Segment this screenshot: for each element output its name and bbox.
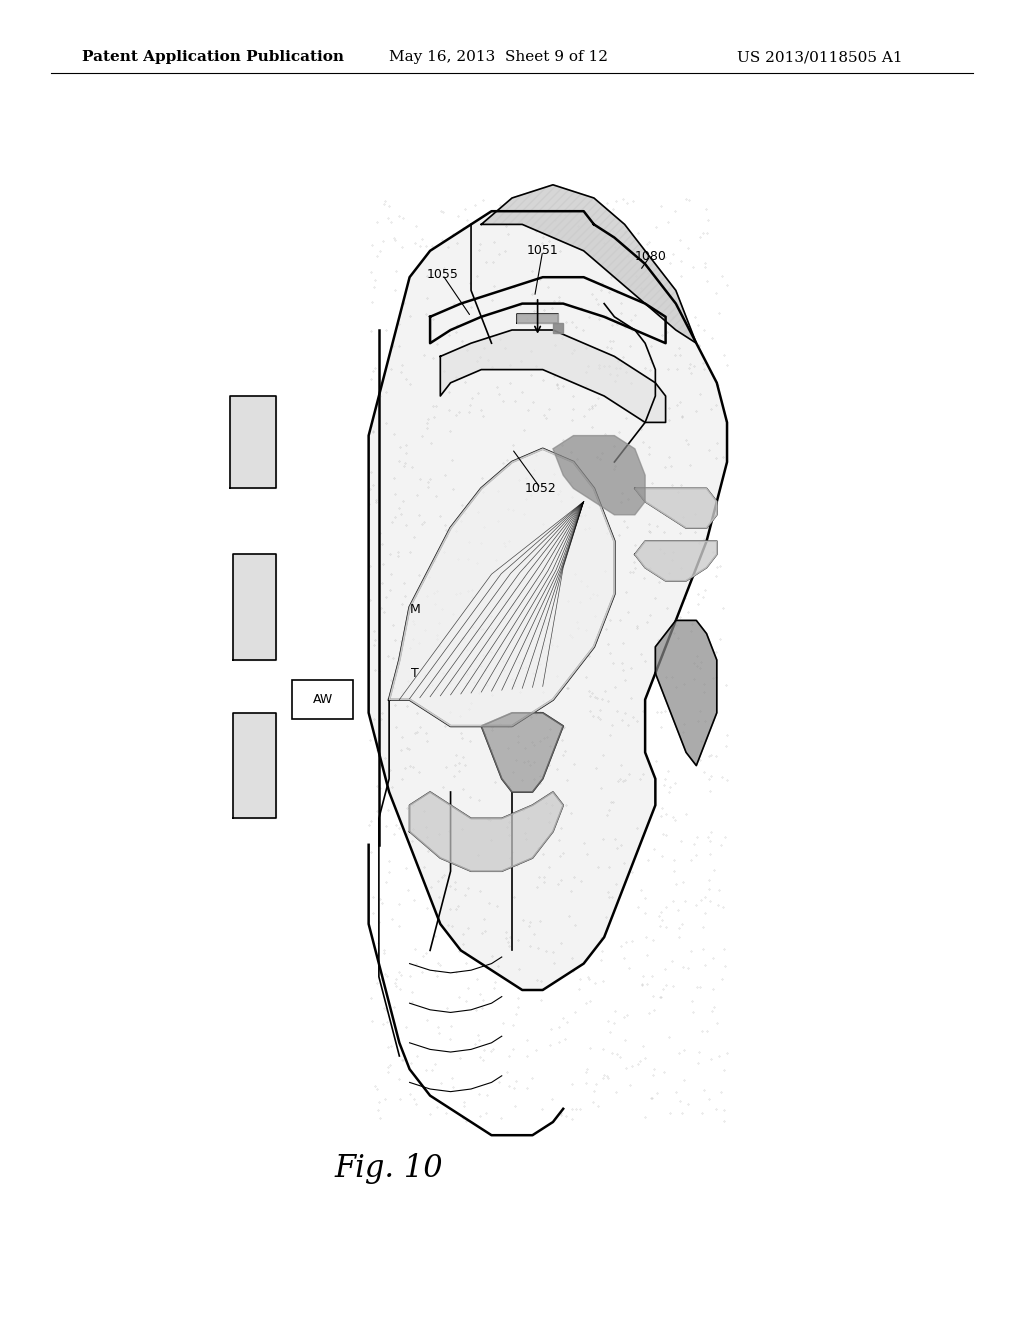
Polygon shape: [369, 211, 727, 990]
Polygon shape: [553, 323, 563, 333]
Polygon shape: [233, 713, 276, 818]
Polygon shape: [389, 449, 614, 726]
Polygon shape: [410, 792, 563, 871]
Text: AW: AW: [312, 693, 333, 706]
Polygon shape: [230, 396, 276, 488]
Polygon shape: [635, 541, 717, 581]
Polygon shape: [655, 620, 717, 766]
Text: May 16, 2013  Sheet 9 of 12: May 16, 2013 Sheet 9 of 12: [389, 50, 608, 65]
Text: 1055: 1055: [426, 268, 459, 281]
Polygon shape: [635, 488, 717, 528]
Polygon shape: [440, 330, 666, 422]
Text: 1051: 1051: [526, 244, 559, 257]
Polygon shape: [553, 436, 645, 515]
Bar: [292, 680, 353, 719]
Text: Fig. 10: Fig. 10: [335, 1152, 443, 1184]
Text: Patent Application Publication: Patent Application Publication: [82, 50, 344, 65]
Polygon shape: [481, 185, 696, 343]
Text: 1080: 1080: [634, 249, 667, 263]
Text: T: T: [411, 667, 419, 680]
Polygon shape: [481, 713, 563, 792]
Polygon shape: [517, 314, 558, 323]
Polygon shape: [233, 554, 276, 660]
Text: M: M: [410, 603, 420, 616]
Text: 1052: 1052: [524, 482, 557, 495]
Text: US 2013/0118505 A1: US 2013/0118505 A1: [737, 50, 903, 65]
